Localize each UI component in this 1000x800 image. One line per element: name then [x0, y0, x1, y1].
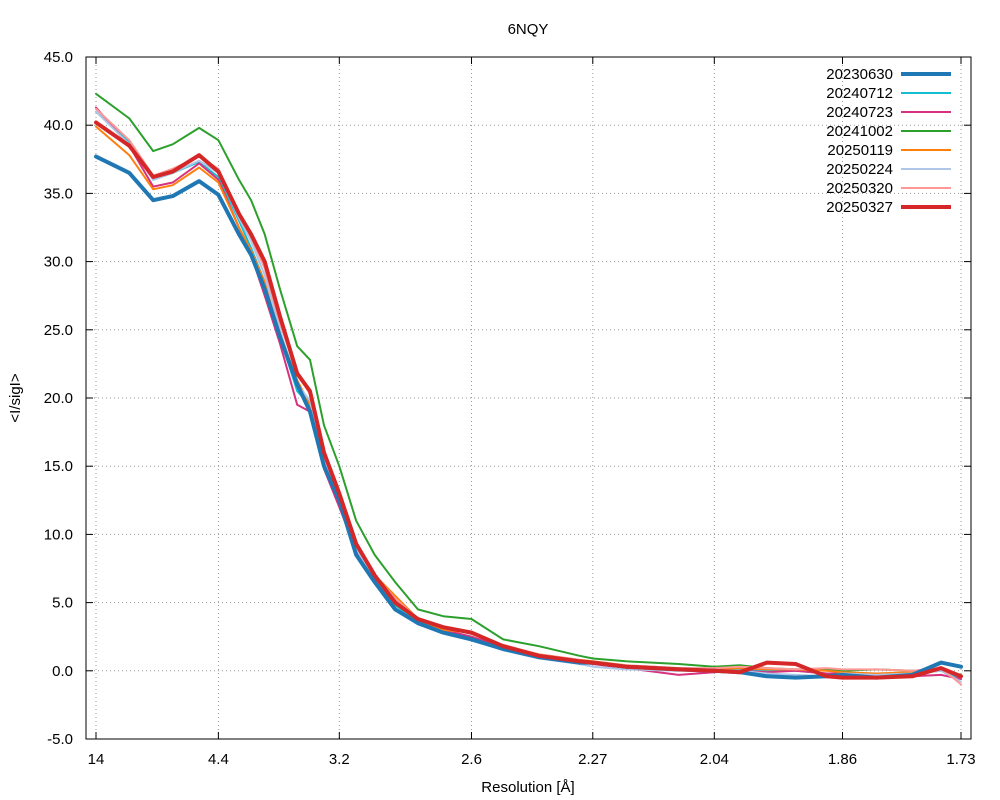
x-tick-label: 2.04: [700, 751, 729, 768]
series-line-20230630: [94, 154, 963, 680]
series-layer: [94, 92, 963, 686]
legend-label-20250224: 20250224: [826, 161, 893, 178]
x-tick-label: 1.73: [946, 751, 975, 768]
legend-label-20230630: 20230630: [826, 66, 893, 83]
x-tick-label: 14: [88, 751, 105, 768]
y-tick-label: 5.0: [52, 595, 73, 612]
legend-label-20250320: 20250320: [826, 180, 893, 197]
x-tick-label: 4.4: [208, 751, 229, 768]
legend: 20230630 20240712 20240723 20241002 20250119…: [826, 66, 951, 216]
y-tick-label: 40.0: [44, 117, 73, 134]
y-axis-ticks: -5.0 0.0 5.0 10.0 15.0 20.0 25.0 30.0 35.0 40.0 45…: [44, 49, 971, 748]
legend-label-20250327: 20250327: [826, 199, 893, 216]
y-tick-label: 25.0: [44, 322, 73, 339]
y-axis-title: <I/sigI>: [7, 373, 24, 422]
y-tick-label: 0.0: [52, 663, 73, 680]
legend-label-20241002: 20241002: [826, 123, 893, 140]
x-tick-label: 3.2: [329, 751, 350, 768]
x-axis-title: Resolution [Å]: [481, 779, 574, 796]
grid-layer: [86, 56, 971, 740]
y-tick-label: -5.0: [47, 731, 73, 748]
x-tick-label: 2.6: [461, 751, 482, 768]
x-tick-label: 1.86: [828, 751, 857, 768]
y-tick-label: 35.0: [44, 185, 73, 202]
legend-label-20250119: 20250119: [827, 142, 893, 159]
legend-label-20240712: 20240712: [826, 85, 893, 102]
chart-title: 6NQY: [508, 21, 549, 38]
y-tick-label: 30.0: [44, 254, 73, 271]
x-tick-label: 2.27: [578, 751, 607, 768]
y-tick-label: 10.0: [44, 526, 73, 543]
y-tick-label: 15.0: [44, 458, 73, 475]
y-tick-label: 45.0: [44, 49, 73, 66]
legend-label-20240723: 20240723: [826, 104, 893, 121]
series-line-20250327: [94, 120, 963, 680]
y-tick-label: 20.0: [44, 390, 73, 407]
x-axis-ticks: 14 4.4 3.2 2.6 2.27 2.04 1.86 1.73: [88, 57, 976, 768]
